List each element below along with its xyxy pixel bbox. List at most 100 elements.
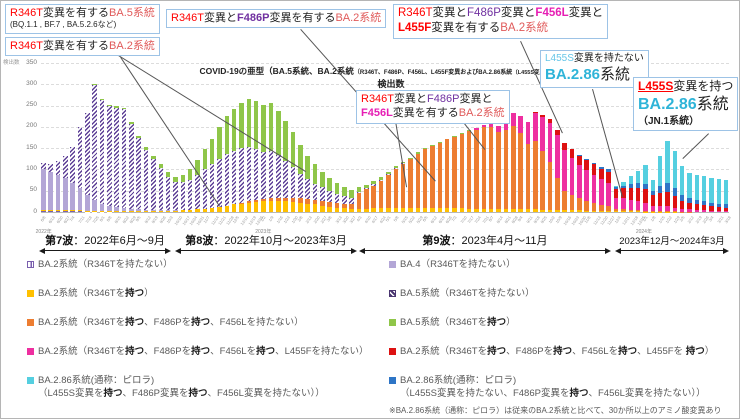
bar-segment-ba5_no_r346t	[143, 149, 149, 210]
x-tick-label: 11/28	[224, 215, 235, 226]
bar-segment-ba2_r346t_f486p	[643, 210, 648, 212]
bar-segment-ba2_f456l	[577, 165, 582, 199]
bar-segment-ba5_no_r346t	[224, 153, 230, 206]
bar-segment-ba2_r346t_f486p	[547, 161, 553, 210]
bar	[364, 184, 369, 212]
bar-segment-ba2_r346t_f486p	[364, 189, 369, 209]
x-tick-label: 2/5	[678, 215, 686, 223]
x-tick-label: 1/30	[290, 215, 299, 225]
bar	[217, 126, 222, 212]
year-label: 2023年	[255, 229, 272, 235]
text-segment: 変異を有する	[269, 12, 336, 24]
bar-segment-ba5_no_r346t	[180, 182, 186, 211]
bar-segment-ba5_r346t	[195, 160, 200, 175]
bar-segment-ba2_r346t	[606, 210, 611, 212]
bar-segment-ba2_r346t	[114, 211, 119, 212]
text-segment: 変異を有する	[43, 40, 110, 52]
bar-segment-ba2_r346t	[268, 200, 274, 212]
x-axis-tick-labels: 6/6 6/13 6/20 6/27 7/4 7/11 7/18 7/25 8/1 8/8 8/15…	[39, 213, 731, 227]
bar-segment-ba2_r346t	[400, 207, 406, 212]
bar	[415, 152, 421, 212]
bar-segment-ba2_r346t_f486p	[533, 140, 538, 210]
bar-segment-ba4	[151, 210, 156, 212]
bar-segment-ba2_r346t_f486p	[327, 202, 332, 207]
bar-segment-ba5_no_r346t	[327, 190, 332, 203]
bar-segment-ba286_l455s	[701, 175, 707, 201]
bar-segment-ba2_r346t_f486p	[276, 197, 281, 201]
bar-segment-ba2_r346t_f486p	[305, 198, 310, 204]
wave7-range-arrow: 第7波：2022年6月～9月	[39, 235, 171, 255]
bar	[356, 187, 362, 212]
bar-segment-ba2_l455f	[672, 195, 678, 208]
text-segment: ）	[506, 317, 516, 328]
bar-segment-ba5_r346t	[121, 107, 127, 110]
bar-segment-ba2_r346t_f486p	[459, 133, 465, 209]
bar	[562, 143, 567, 212]
bar	[55, 160, 61, 212]
bar-segment-ba5_r346t	[231, 109, 237, 151]
bar-segment-ba2_f456l	[540, 116, 545, 151]
bar-segment-ba4	[48, 172, 53, 210]
x-tick-label: 6/26	[444, 215, 453, 225]
text-segment: BA.2.86	[545, 66, 601, 83]
text-segment: R346T	[398, 7, 433, 19]
bar-segment-ba2_r346t	[158, 210, 163, 212]
bar-segment-ba2_r346t	[452, 208, 457, 212]
x-tick-label: 2/26	[701, 215, 710, 225]
bar-segment-ba2_r346t	[555, 209, 560, 212]
bar-segment-ba5_no_r346t	[48, 164, 53, 173]
bar-segment-ba5_r346t	[415, 152, 421, 154]
bar	[290, 131, 296, 212]
bar-segment-ba5_no_r346t	[129, 123, 134, 210]
bar-segment-ba5_r346t	[217, 126, 222, 159]
bar-segment-ba286_no_l455s	[613, 187, 619, 190]
bar-segment-ba5_no_r346t	[55, 160, 61, 176]
y-axis-unit-label: 検出数	[3, 60, 20, 66]
bar-segment-ba5_r346t	[312, 164, 318, 184]
legend-swatch	[27, 260, 34, 268]
text-segment: BA.5系統（R346Tを持たない）	[400, 288, 535, 299]
legend-swatch	[389, 347, 396, 355]
bar	[136, 136, 141, 212]
bar	[606, 169, 611, 212]
bar-segment-ba2_r346t	[591, 210, 597, 212]
wave-label: 第8波：2022年10月～2023年3月	[185, 235, 347, 247]
bar-segment-ba2_r346t_f486p	[577, 198, 582, 211]
bar	[481, 124, 487, 212]
text-segment: BA.2.86系統(通称：ピロラ)	[38, 375, 155, 386]
bar-segment-ba5_r346t	[107, 104, 112, 106]
bar	[276, 110, 281, 212]
text-segment: (BQ.1.1 , BF.7 , BA.5.2.6など)	[10, 20, 117, 30]
text-segment: 、F456Lを	[572, 346, 619, 357]
bar-segment-ba2_f456l	[599, 179, 604, 205]
bar-segment-ba2_r346t	[584, 210, 589, 212]
text-segment: BA.4（R346Tを持たない）	[400, 259, 516, 270]
legend-item: BA.4（R346Tを持たない）	[389, 259, 516, 272]
bar-segment-ba2_r346t	[430, 207, 435, 212]
bar-segment-ba2_r346t	[327, 206, 332, 212]
bar-segment-ba2_r346t_f486p	[503, 129, 509, 210]
bar	[298, 144, 303, 212]
legend-item: BA.2.86系統(通称：ピロラ) （L455S変異を持つ、F486P変異を持つ、…	[27, 375, 325, 401]
bar-segment-ba2_r346t_f486p	[569, 194, 575, 211]
legend-item: BA.2系統（R346Tを持つ、F486Pを持つ、F456Lを持つ、L455Fを…	[27, 346, 369, 359]
x-tick-label: 8/29	[128, 215, 138, 225]
bar-segment-ba4	[136, 209, 141, 212]
bar-segment-ba286_no_l455s	[679, 194, 685, 201]
bar-segment-ba5_r346t	[129, 121, 134, 124]
bar	[723, 180, 729, 212]
text-segment: BA.2系統	[458, 107, 505, 120]
bar-segment-ba2_r346t	[99, 210, 105, 212]
x-tick-label: 12/11	[621, 215, 631, 226]
bar-segment-ba2_r346t_f486p	[562, 190, 567, 211]
bar-segment-ba2_r346t_f486p	[466, 130, 472, 209]
double-arrow	[39, 247, 171, 255]
bar-segment-ba5_no_r346t	[253, 149, 259, 201]
bar-segment-ba2_r346t_f486p	[283, 197, 288, 202]
bar-segment-ba286_no_l455s	[591, 163, 597, 165]
bar-segment-ba2_r346t	[349, 208, 354, 212]
bar-segment-ba2_r346t_f486p	[496, 132, 501, 210]
bar	[665, 140, 670, 212]
x-tick-label: 6/5	[421, 215, 429, 223]
text-segment: 、F486Pを	[144, 346, 192, 357]
